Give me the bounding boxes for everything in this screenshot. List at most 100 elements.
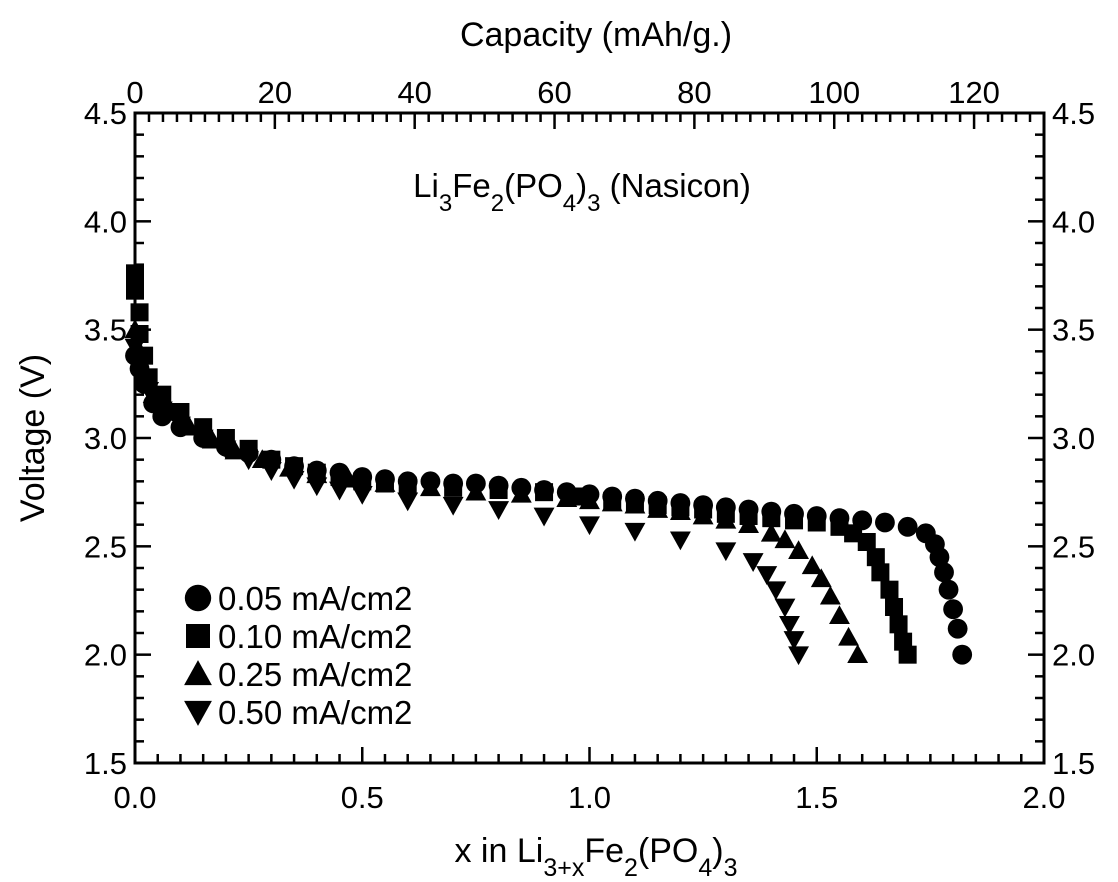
data-point-circle (193, 428, 214, 448)
data-point-circle (170, 417, 191, 438)
x-tick-label: 2.0 (1022, 780, 1065, 815)
text-part: (PO (504, 167, 563, 204)
data-point-square (866, 548, 885, 567)
y-axis-title: Voltage (V) (14, 354, 52, 522)
data-point-triangle-up (819, 585, 841, 605)
data-point-circle (738, 499, 759, 520)
data-point-circle (784, 503, 804, 524)
x-tick-label: 1.0 (568, 780, 611, 815)
legend-label: 0.10 mA/cm2 (218, 618, 412, 655)
subscript: 2 (491, 190, 504, 217)
data-point-triangle-up (788, 540, 810, 560)
data-point-triangle-up (801, 555, 823, 575)
data-point-circle (306, 460, 327, 481)
y-tick-label-left: 3.0 (84, 421, 127, 456)
text-part: (Nasicon) (600, 167, 750, 204)
data-point-circle (829, 508, 850, 529)
text-part: ) (712, 832, 723, 870)
top-tick-label: 80 (677, 75, 711, 110)
data-point-triangle-down (756, 566, 778, 585)
legend-marker-circle (184, 584, 212, 612)
data-point-square (880, 580, 899, 599)
data-point-circle (947, 618, 968, 639)
data-point-triangle-down (488, 501, 510, 520)
top-tick-label: 120 (948, 75, 1000, 110)
y-tick-label-right: 3.0 (1052, 421, 1095, 456)
data-point-circle (761, 501, 782, 522)
data-point-circle (488, 475, 509, 496)
data-point-square (889, 615, 908, 634)
data-point-square (885, 598, 904, 616)
top-axis-title: Capacity (mAh/g.) (460, 16, 732, 54)
data-point-triangle-down (397, 492, 419, 512)
data-point-square (126, 264, 144, 283)
data-point-triangle-down (669, 531, 691, 551)
y-tick-label-left: 1.5 (84, 746, 127, 781)
data-point-circle (938, 579, 959, 600)
data-points (124, 264, 973, 666)
data-point-circle (952, 644, 973, 665)
y-tick-label-right: 4.0 (1052, 204, 1095, 239)
data-point-square (898, 645, 917, 664)
chart-annotation: Li3Fe2(PO4)3 (Nasicon) (413, 167, 751, 217)
data-point-triangle-down (774, 598, 796, 618)
data-point-circle (375, 469, 395, 490)
data-point-square (171, 403, 190, 421)
data-point-circle (875, 512, 895, 533)
y-tick-label-left: 2.0 (84, 638, 127, 673)
data-point-circle (934, 562, 954, 583)
text-part: Fe (452, 167, 491, 204)
data-point-triangle-up (838, 626, 860, 646)
legend-label: 0.25 mA/cm2 (218, 656, 412, 693)
data-point-circle (465, 473, 486, 494)
subscript: 4 (698, 854, 712, 882)
data-point-circle (261, 449, 282, 470)
legend-label: 0.50 mA/cm2 (218, 694, 412, 731)
data-point-circle (806, 506, 827, 526)
text-part: ) (576, 167, 587, 204)
legend-marker-square (186, 624, 210, 648)
y-tick-label-right: 3.5 (1052, 313, 1095, 348)
data-point-triangle-up (810, 568, 832, 588)
data-point-circle (625, 488, 645, 509)
data-point-triangle-down (742, 553, 764, 572)
data-point-circle (579, 484, 600, 505)
data-point-circle (852, 510, 873, 531)
y-tick-label-left: 3.5 (84, 313, 127, 348)
text-part: x in Li (454, 832, 543, 870)
data-point-circle (152, 406, 173, 427)
data-point-circle (397, 471, 418, 492)
data-point-circle (693, 495, 714, 516)
x-axis-title: x in Li3+xFe2(PO4)3 (454, 832, 737, 882)
data-point-circle (216, 436, 236, 457)
subscript: 3+x (543, 854, 585, 882)
top-tick-label: 0 (126, 75, 143, 110)
data-point-square (130, 325, 149, 343)
data-point-circle (943, 599, 963, 620)
data-point-triangle-down (715, 542, 737, 562)
y-tick-label-right: 1.5 (1052, 746, 1095, 781)
data-point-circle (534, 480, 554, 500)
data-point-circle (284, 456, 304, 477)
legend-label: 0.05 mA/cm2 (218, 580, 412, 617)
data-point-square (126, 281, 144, 300)
data-point-circle (715, 497, 736, 518)
subscript: 4 (563, 190, 576, 217)
top-tick-label: 40 (397, 75, 431, 110)
data-point-triangle-down (788, 646, 810, 666)
data-point-circle (352, 467, 373, 487)
subscript: 3 (587, 190, 600, 217)
subscript: 3 (439, 190, 452, 217)
data-point-circle (420, 471, 441, 492)
y-tick-label-right: 4.5 (1052, 96, 1095, 131)
data-point-triangle-down (624, 522, 646, 542)
top-tick-label: 60 (537, 75, 571, 110)
y-tick-label-right: 2.5 (1052, 529, 1095, 564)
x-tick-label: 1.5 (795, 780, 838, 815)
y-tick-label-right: 2.0 (1052, 638, 1095, 673)
subscript: 3 (724, 854, 738, 882)
y-tick-label-left: 4.0 (84, 204, 127, 239)
data-point-triangle-up (829, 605, 850, 625)
